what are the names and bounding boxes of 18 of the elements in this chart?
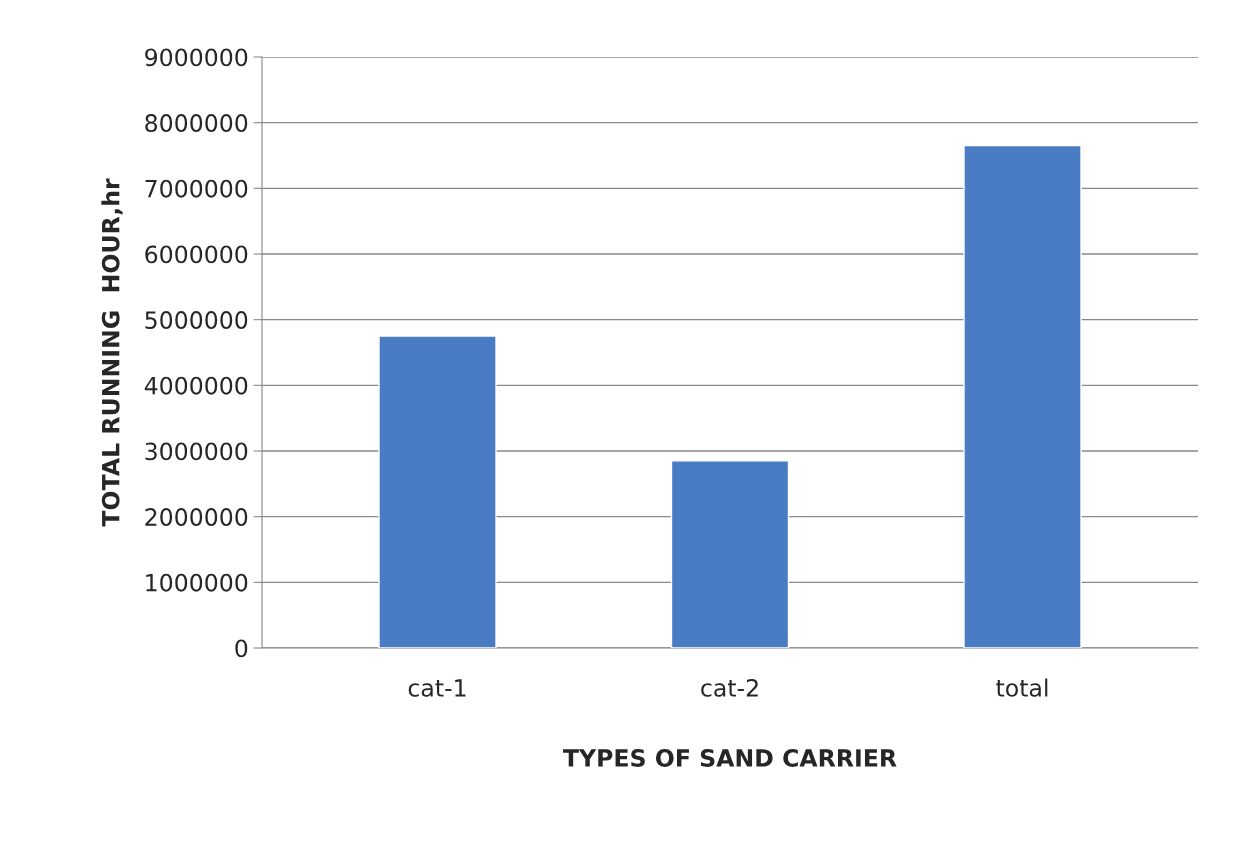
y-tick-label: 3000000	[145, 442, 248, 461]
y-tick-label: 4000000	[144, 376, 248, 395]
y-axis-title: TOTAL RUNNING HOUR,hr	[101, 178, 123, 527]
x-tick-label: cat-2	[701, 678, 758, 697]
y-tick-label: 6000000	[145, 245, 248, 264]
y-tick-label: 1000000	[146, 573, 248, 592]
y-tick-label: 7000000	[145, 179, 248, 198]
x-tick-label: cat-1	[408, 679, 466, 697]
y-tick-label: 2000000	[145, 508, 248, 526]
bar	[963, 144, 1082, 648]
y-tick-label: 5000000	[145, 311, 248, 329]
y-tick-label: 8000000	[145, 114, 248, 132]
x-tick-label: total	[996, 678, 1048, 697]
y-tick-label: 9000000	[145, 48, 248, 67]
bar	[670, 460, 790, 648]
x-axis-title: TYPES OF SAND CARRIER	[563, 749, 897, 767]
bar	[378, 335, 497, 648]
y-tick-label: 0	[235, 639, 248, 658]
